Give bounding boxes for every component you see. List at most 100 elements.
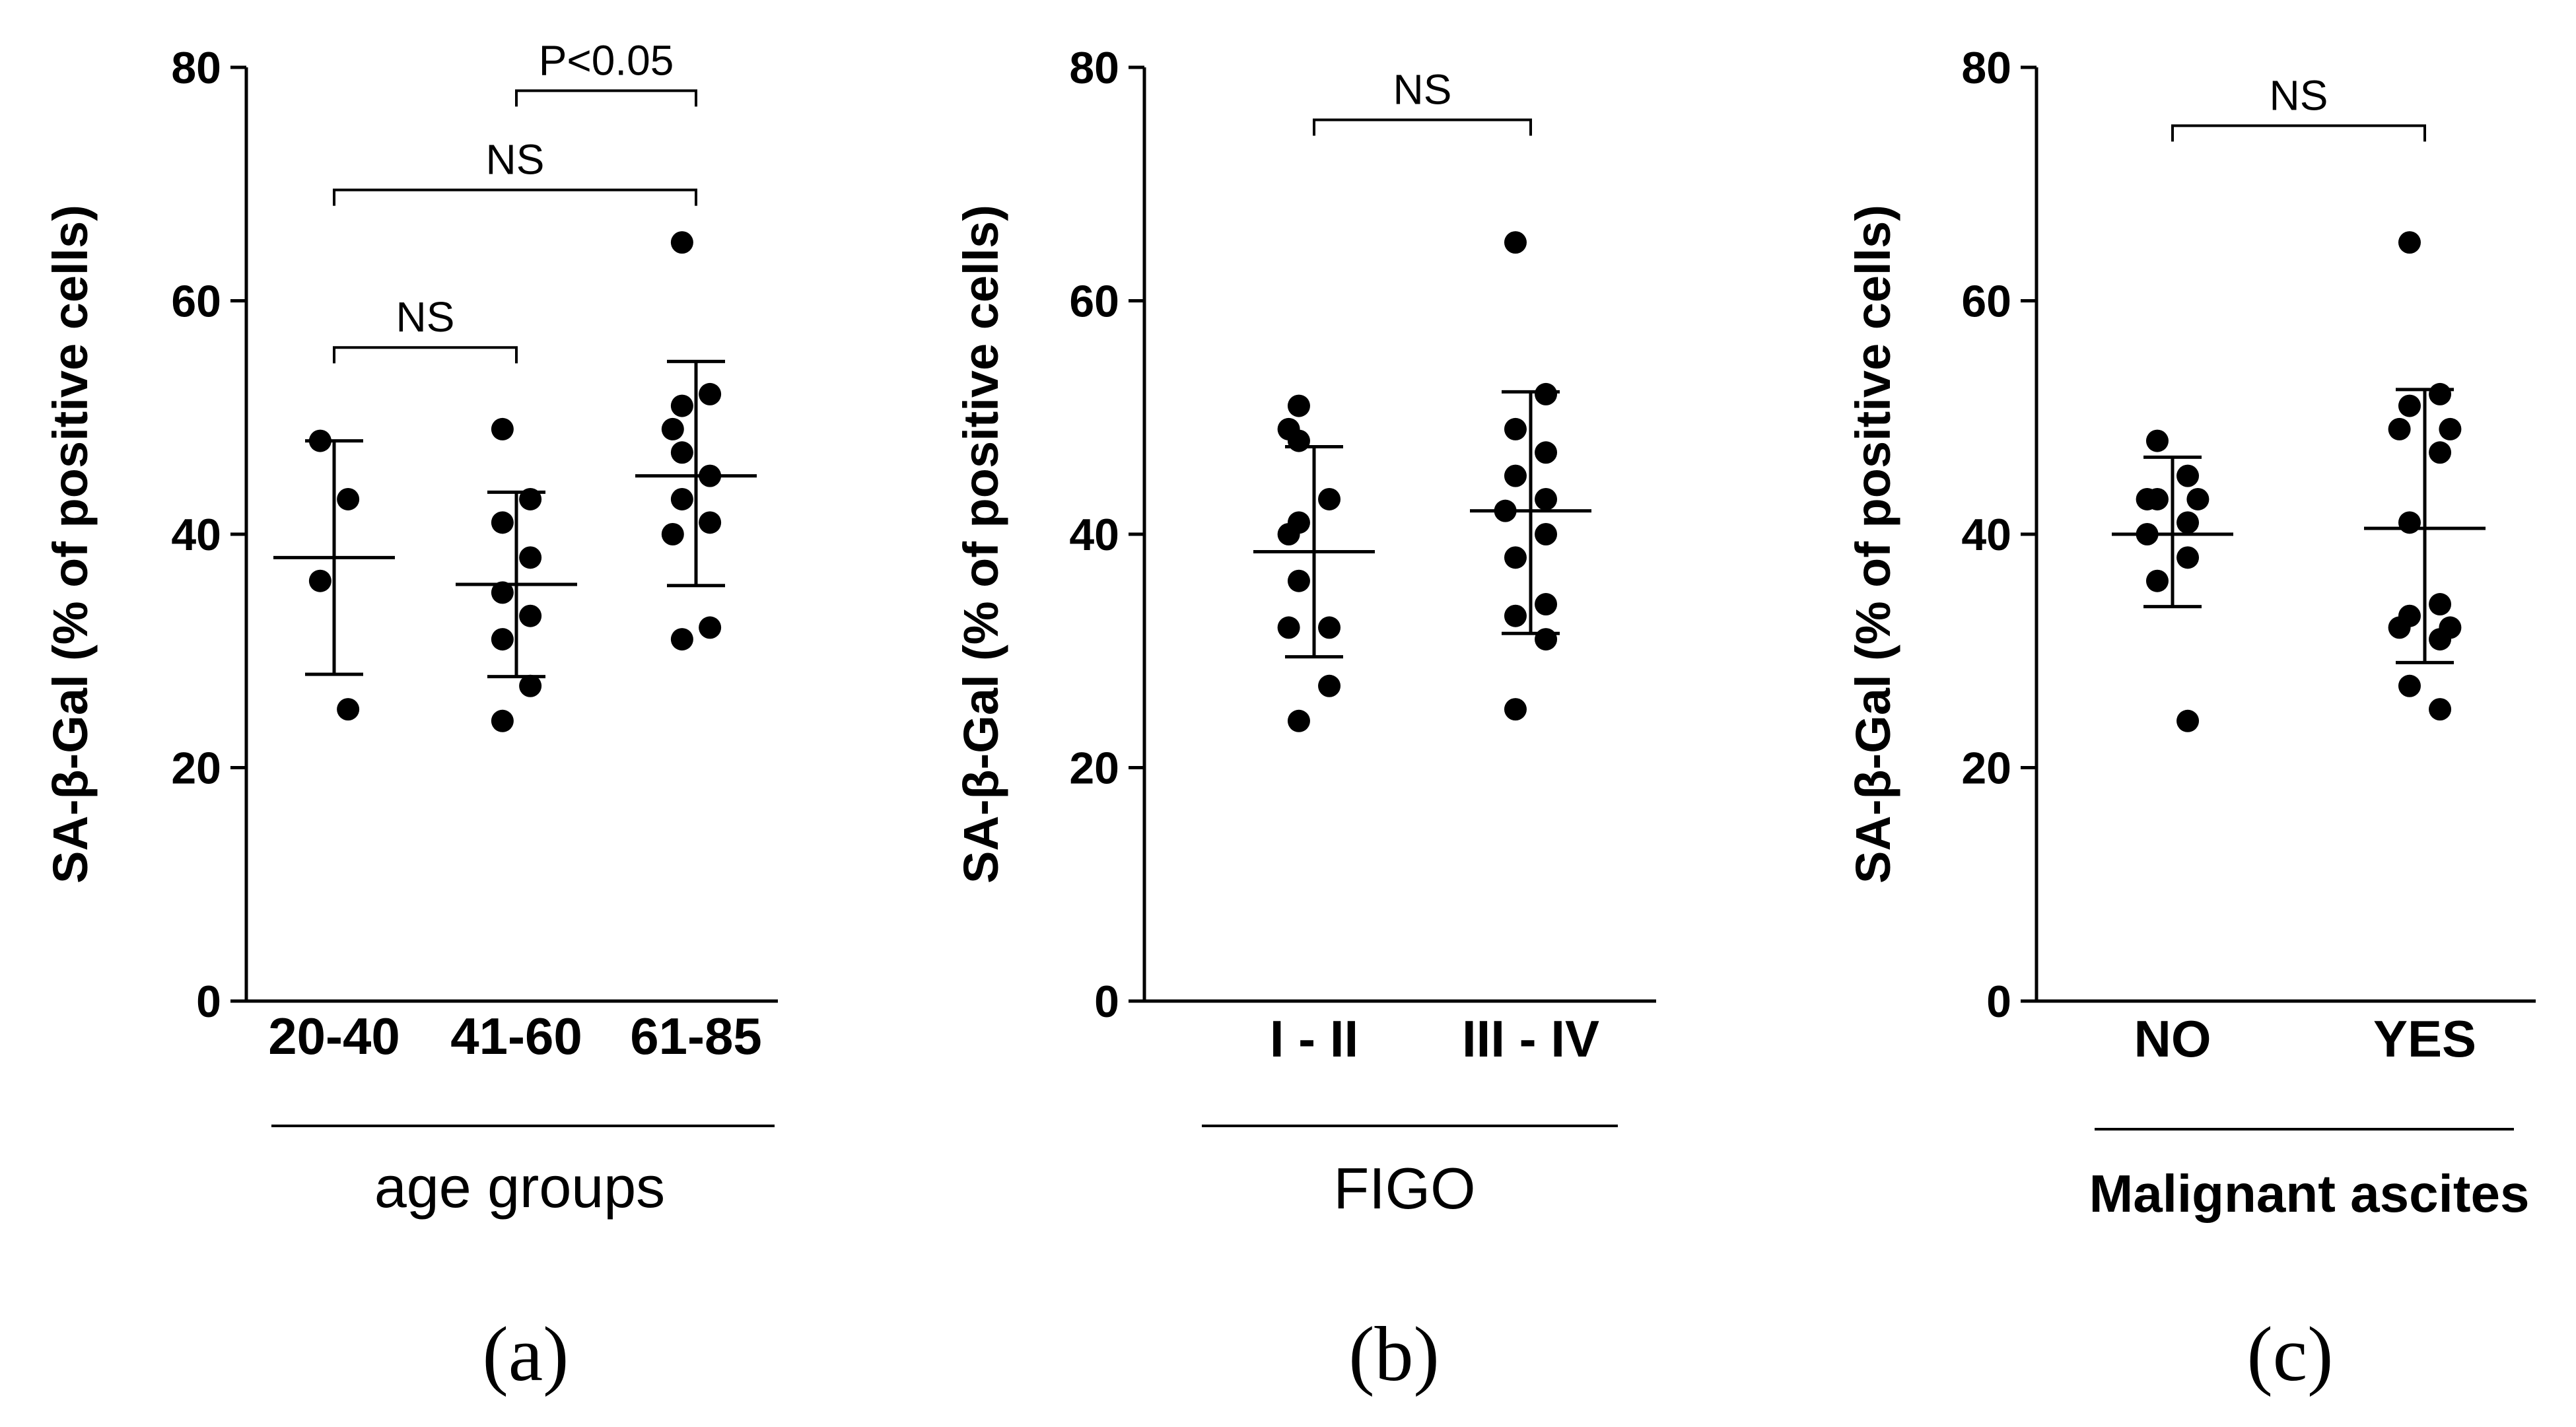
x-axis-label: FIGO [1333, 1156, 1475, 1221]
y-tick-label: 0 [196, 977, 221, 1027]
significance-bracket: NS [1313, 66, 1532, 136]
data-point [2439, 417, 2462, 440]
data-point [2186, 487, 2210, 510]
data-point [1318, 616, 1341, 639]
bracket-line [1313, 118, 1532, 136]
y-tick-label: 40 [1069, 510, 1119, 560]
data-point [519, 487, 542, 510]
data-point [491, 511, 514, 534]
data-point [661, 417, 684, 440]
y-tick-label: 80 [171, 43, 221, 93]
data-point [1535, 382, 1558, 405]
y-tick-label: 0 [1094, 977, 1119, 1027]
data-point [670, 628, 693, 651]
series-0 [2112, 429, 2233, 732]
y-tick-label: 20 [1961, 744, 2011, 794]
series-1 [2364, 231, 2486, 721]
data-point [1535, 487, 1558, 510]
category-label: NO [2134, 1010, 2211, 1068]
y-tick-label: 40 [171, 510, 221, 560]
data-point [1504, 698, 1527, 721]
data-point [1504, 231, 1527, 254]
data-point [1535, 523, 1558, 545]
data-point [337, 487, 360, 510]
bracket-line [515, 89, 697, 107]
data-point [670, 441, 693, 464]
data-point [1277, 616, 1300, 639]
y-tick-label: 80 [1961, 43, 2011, 93]
data-point [2136, 523, 2159, 545]
data-point [699, 382, 722, 405]
data-point [2145, 569, 2169, 592]
series-2 [635, 231, 757, 651]
data-point [1318, 487, 1341, 510]
data-point [2429, 593, 2452, 616]
data-point [491, 581, 514, 604]
significance-bracket: P<0.05 [515, 36, 697, 107]
data-point [1287, 394, 1310, 417]
data-point [1287, 709, 1310, 732]
significance-bracket: NS [333, 293, 518, 364]
data-point [2429, 628, 2452, 651]
category-label: I - II [1270, 1010, 1358, 1068]
data-point [1504, 464, 1527, 487]
data-point [519, 604, 542, 627]
data-point [2398, 674, 2421, 697]
data-point [491, 709, 514, 732]
data-point [1535, 593, 1558, 616]
category-label: 61-85 [630, 1007, 762, 1065]
y-axis-label: SA-β-Gal (% of positive cells) [1846, 205, 1900, 884]
data-point [2398, 231, 2421, 254]
data-point [699, 464, 722, 487]
significance-label: NS [396, 293, 455, 341]
data-point [2388, 616, 2411, 639]
data-point [2176, 464, 2200, 487]
y-tick-label: 0 [1986, 977, 2011, 1027]
data-point [2145, 429, 2169, 452]
bracket-line [333, 188, 697, 206]
significance-label: NS [2270, 71, 2328, 119]
y-tick-label: 20 [1069, 744, 1119, 794]
data-point [670, 394, 693, 417]
category-label: 20-40 [268, 1007, 400, 1065]
significance-bracket: NS [2171, 71, 2426, 142]
y-tick-label: 60 [1961, 277, 2011, 327]
x-axis-label: Malignant ascites [2089, 1164, 2530, 1223]
data-point [1287, 569, 1310, 592]
data-point [1504, 417, 1527, 440]
data-point [2429, 698, 2452, 721]
data-point [2429, 441, 2452, 464]
series-0 [273, 429, 395, 721]
data-point [1277, 523, 1300, 545]
y-axis-label: SA-β-Gal (% of positive cells) [43, 205, 98, 884]
data-point [1494, 499, 1517, 522]
data-point [2388, 417, 2411, 440]
chart-panel-0: 0 20 40 60 80 SA-β-Gal (% of positive cells) 2… [43, 36, 778, 1397]
y-axis-label: SA-β-Gal (% of positive cells) [954, 205, 1008, 884]
x-axis-label: age groups [374, 1154, 665, 1220]
data-point [699, 511, 722, 534]
y-tick-label: 60 [1069, 277, 1119, 327]
data-point [2429, 382, 2452, 405]
data-point [337, 698, 360, 721]
data-point [519, 674, 542, 697]
data-point [2176, 709, 2200, 732]
data-point [670, 487, 693, 510]
data-point [491, 417, 514, 440]
series-1 [1470, 231, 1591, 721]
data-point [1504, 604, 1527, 627]
y-tick-label: 20 [171, 744, 221, 794]
panel-label: (b) [1348, 1311, 1440, 1397]
category-label: YES [2373, 1010, 2476, 1068]
data-point [1318, 674, 1341, 697]
data-point [670, 231, 693, 254]
data-point [519, 546, 542, 569]
y-tick-label: 80 [1069, 43, 1119, 93]
data-point [2398, 394, 2421, 417]
y-tick-label: 40 [1961, 510, 2011, 560]
data-point [661, 523, 684, 545]
significance-label: P<0.05 [539, 36, 674, 84]
bracket-line [333, 346, 518, 364]
category-label: 41-60 [450, 1007, 582, 1065]
